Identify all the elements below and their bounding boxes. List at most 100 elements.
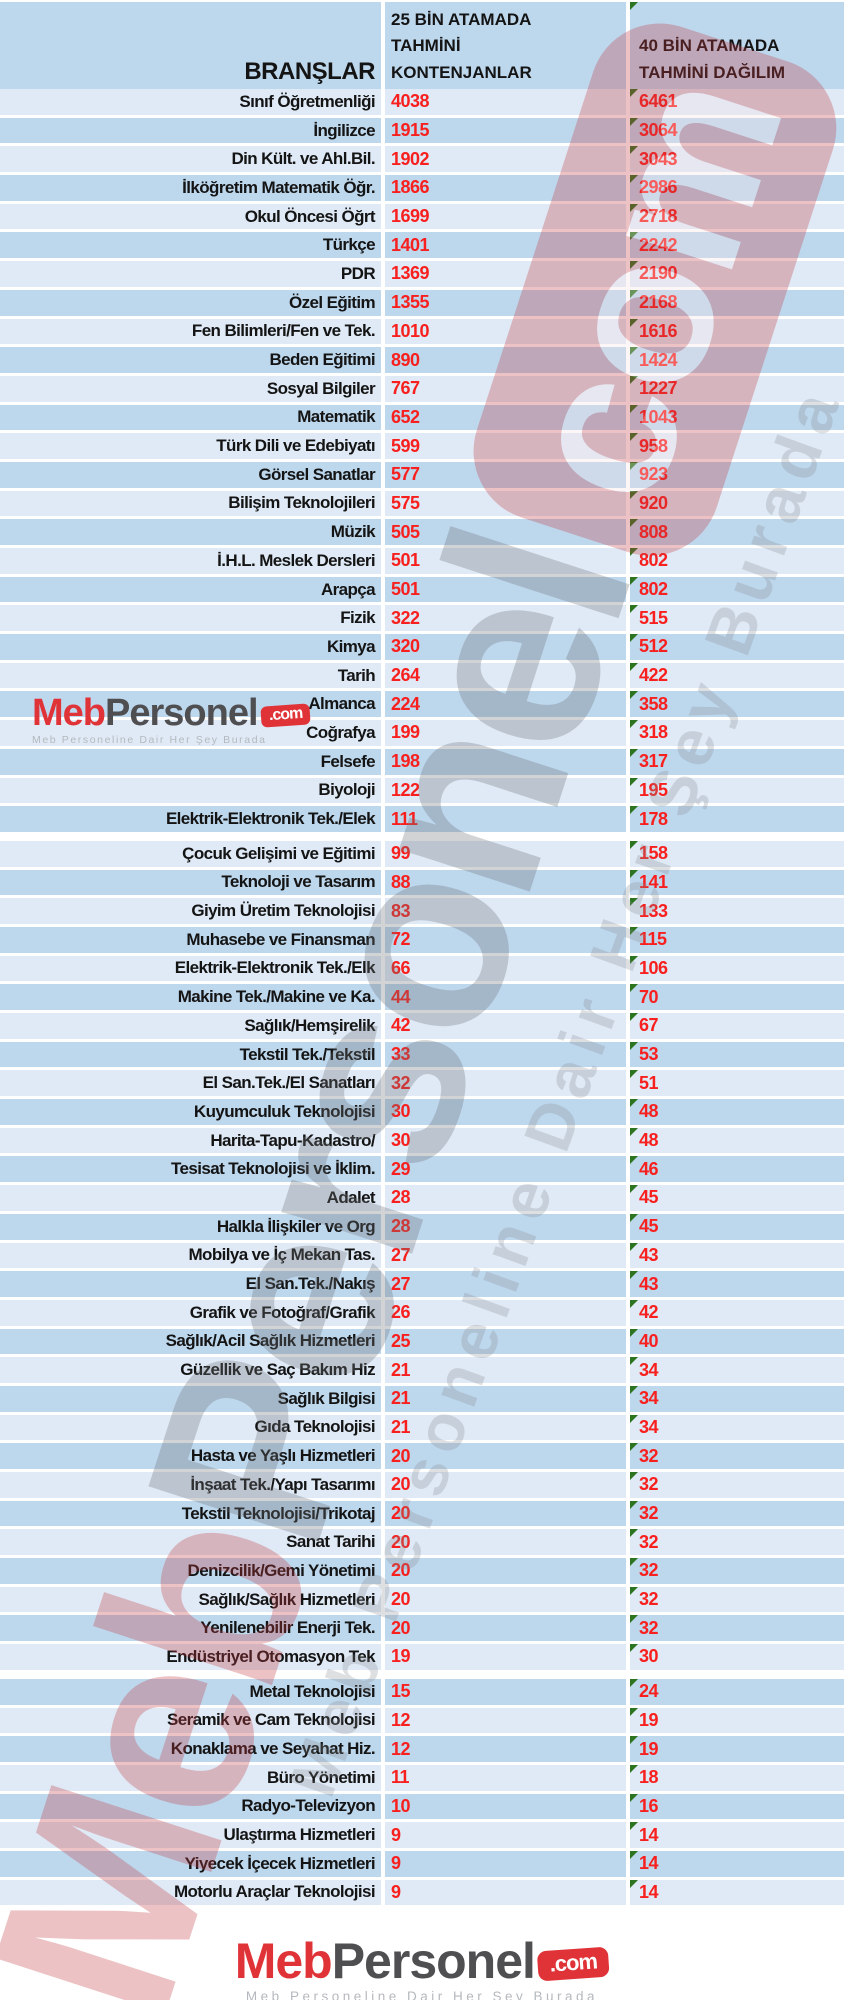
branch-name-cell: Biyoloji xyxy=(0,777,381,804)
logo-wordmark: MebPersonel .com xyxy=(32,694,311,732)
quota-25k-cell: 12 xyxy=(385,1707,626,1734)
comment-triangle-icon xyxy=(630,548,638,556)
comment-triangle-icon xyxy=(630,1013,638,1021)
comment-triangle-icon xyxy=(630,519,638,528)
quota-25k-cell: 501 xyxy=(385,576,626,603)
comment-triangle-icon xyxy=(630,1328,638,1337)
quota-40k-value: 40 xyxy=(639,1330,659,1351)
quota-25k-cell: 320 xyxy=(385,634,626,660)
quota-25k-cell: 1369 xyxy=(385,261,626,287)
quota-40k-cell: 45 xyxy=(630,1185,844,1211)
quota-40k-cell: 958 xyxy=(630,433,844,459)
quota-25k-cell: 501 xyxy=(385,548,626,574)
branch-name-cell: Matematik xyxy=(0,404,381,431)
quota-25k-cell: 224 xyxy=(385,691,626,718)
table-row: Felsefe 198 317 xyxy=(0,748,844,775)
quota-40k-cell: 40 xyxy=(630,1328,844,1355)
quota-40k-cell: 2986 xyxy=(630,175,844,201)
quota-40k-value: 53 xyxy=(639,1044,659,1065)
quota-25k-cell: 890 xyxy=(385,347,626,373)
comment-triangle-icon xyxy=(630,1385,638,1394)
branch-name-cell: Yiyecek İçecek Hizmetleri xyxy=(0,1850,381,1877)
quota-25k-cell: 122 xyxy=(385,777,626,804)
table-row: Mobilya ve İç Mekan Tas. 27 43 xyxy=(0,1242,844,1269)
comment-triangle-icon xyxy=(630,232,638,241)
quota-40k-cell: 45 xyxy=(630,1213,844,1240)
quota-25k-cell: 1401 xyxy=(385,232,626,259)
table-row: Almanca 224 358 xyxy=(0,691,844,718)
quota-40k-value: 317 xyxy=(639,751,668,772)
quota-25k-cell: 9 xyxy=(385,1879,626,1906)
table-row: Sosyal Bilgiler 767 1227 xyxy=(0,375,844,402)
quota-40k-cell: 42 xyxy=(630,1299,844,1326)
branch-name-cell: Giyim Üretim Teknolojisi xyxy=(0,898,381,924)
comment-triangle-icon xyxy=(630,926,638,935)
quota-40k-value: 32 xyxy=(639,1589,659,1610)
comment-triangle-icon xyxy=(630,375,638,384)
quota-40k-cell: 46 xyxy=(630,1156,844,1183)
quota-25k-cell: 27 xyxy=(385,1242,626,1269)
quota-40k-value: 3043 xyxy=(639,148,678,169)
branch-name-cell: Müzik xyxy=(0,519,381,545)
quota-40k-value: 6461 xyxy=(639,91,678,112)
table-row: Beden Eğitimi 890 1424 xyxy=(0,347,844,373)
quota-40k-value: 30 xyxy=(639,1646,659,1667)
comment-triangle-icon xyxy=(630,662,638,671)
quota-40k-value: 178 xyxy=(639,808,668,829)
comment-triangle-icon xyxy=(630,490,638,499)
quota-40k-cell: 802 xyxy=(630,548,844,574)
table-row: PDR 1369 2190 xyxy=(0,261,844,287)
comment-triangle-icon xyxy=(630,720,638,729)
quota-40k-value: 67 xyxy=(639,1015,659,1036)
quota-40k-cell: 106 xyxy=(630,955,844,982)
table-row: Fizik 322 515 xyxy=(0,605,844,632)
branches-header-label: BRANŞLAR xyxy=(244,58,375,85)
table-row: Sağlık/Hemşirelik 42 67 xyxy=(0,1013,844,1039)
comment-triangle-icon xyxy=(630,347,638,356)
branch-name-cell: Güzellik ve Saç Bakım Hiz xyxy=(0,1357,381,1383)
branch-name-cell: Sağlık/Sağlık Hizmetleri xyxy=(0,1586,381,1613)
table-row: Tekstil Teknolojisi/Trikotaj 20 32 xyxy=(0,1500,844,1527)
quota-40k-value: 70 xyxy=(639,986,659,1007)
quota-40k-cell: 3064 xyxy=(630,117,844,144)
quota-40k-cell: 133 xyxy=(630,898,844,924)
quota-40k-value: 422 xyxy=(639,665,668,686)
branch-name-cell: Sosyal Bilgiler xyxy=(0,375,381,402)
comment-triangle-icon xyxy=(630,1764,638,1773)
table-row: Din Kült. ve Ahl.Bil. 1902 3043 xyxy=(0,146,844,173)
quota-40k-cell: 32 xyxy=(630,1615,844,1642)
comment-triangle-icon xyxy=(630,1156,638,1165)
quota-40k-value: 32 xyxy=(639,1503,659,1524)
table-row: İlköğretim Matematik Öğr. 1866 2986 xyxy=(0,175,844,201)
branch-name-cell: Konaklama ve Seyahat Hiz. xyxy=(0,1736,381,1762)
branch-name-cell: Endüstriyel Otomasyon Tek xyxy=(0,1644,381,1670)
quota-40k-value: 14 xyxy=(639,1853,659,1874)
table-row: Tesisat Teknolojisi ve İklim. 29 46 xyxy=(0,1156,844,1183)
quota-40k-cell: 1227 xyxy=(630,375,844,402)
comment-triangle-icon xyxy=(630,840,638,849)
quota-40k-value: 802 xyxy=(639,550,668,571)
quota-40k-value: 1227 xyxy=(639,378,678,399)
quota-40k-cell: 14 xyxy=(630,1879,844,1906)
quota-40k-cell: 318 xyxy=(630,720,844,746)
quota-25k-cell: 32 xyxy=(385,1070,626,1097)
table-row: Tekstil Tek./Tekstil 33 53 xyxy=(0,1041,844,1068)
branch-name-cell: Türk Dili ve Edebiyatı xyxy=(0,433,381,459)
quota-40k-cell: 18 xyxy=(630,1764,844,1791)
quota-40k-value: 51 xyxy=(639,1072,659,1093)
comment-triangle-icon xyxy=(630,605,638,614)
branch-name-cell: Kuyumculuk Teknolojisi xyxy=(0,1099,381,1125)
table-row: Konaklama ve Seyahat Hiz. 12 19 xyxy=(0,1736,844,1762)
quota-25k-cell: 199 xyxy=(385,720,626,746)
comment-triangle-icon xyxy=(630,634,638,643)
comment-triangle-icon xyxy=(630,1822,638,1831)
comment-triangle-icon xyxy=(630,1443,638,1452)
quota-40k-cell: 32 xyxy=(630,1529,844,1556)
branch-name-cell: Almanca xyxy=(0,691,381,718)
table-row: Görsel Sanatlar 577 923 xyxy=(0,461,844,488)
comment-triangle-icon xyxy=(630,1299,638,1308)
table-row: İ.H.L. Meslek Dersleri 501 802 xyxy=(0,548,844,574)
table-row: Matematik 652 1043 xyxy=(0,404,844,431)
quota-40k-value: 106 xyxy=(639,957,668,978)
footer-logo-personel-text: Personel xyxy=(331,1933,536,1989)
